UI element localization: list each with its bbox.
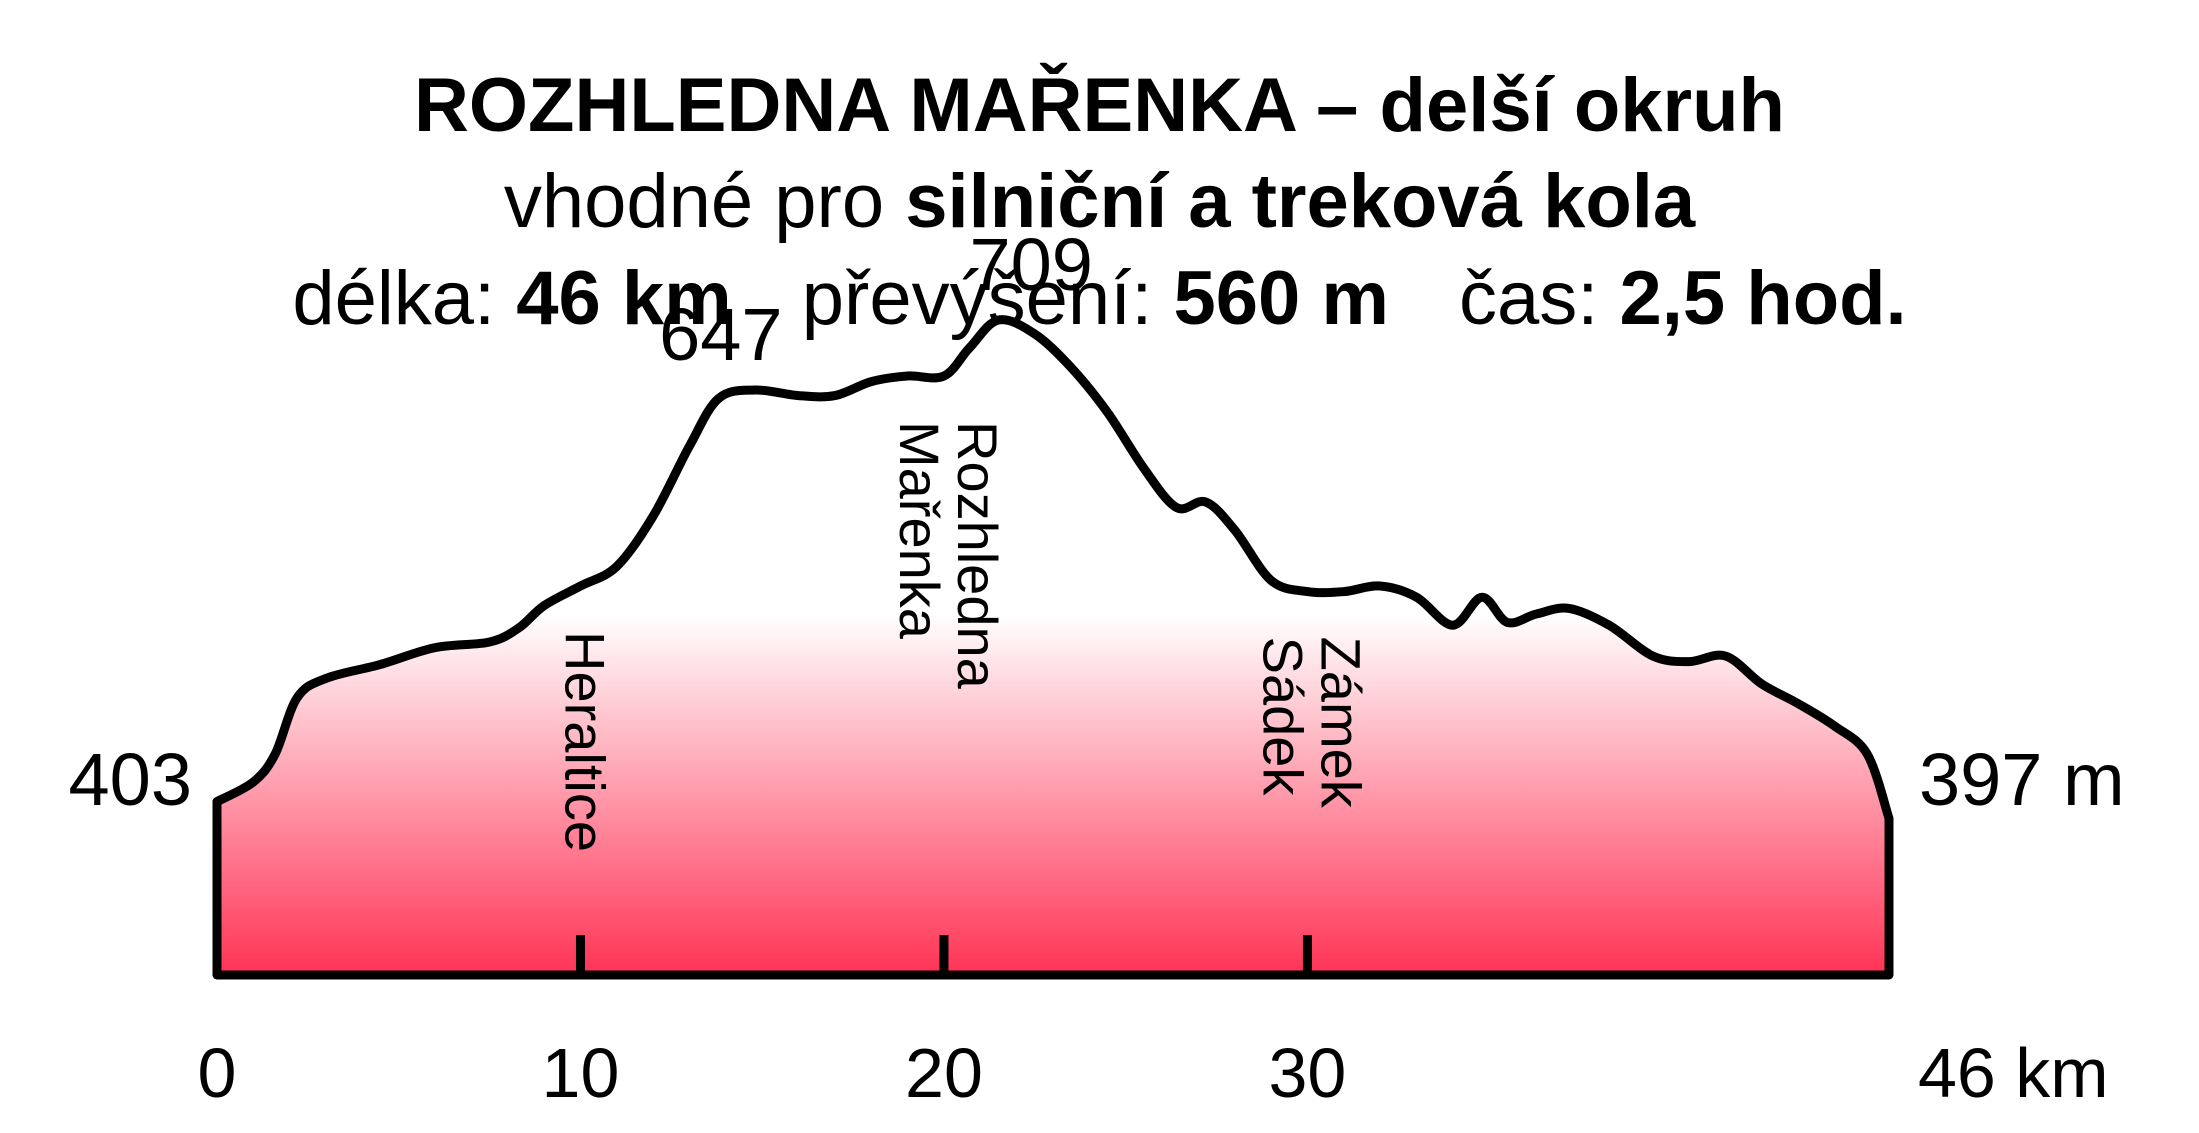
subtitle-prefix: vhodné pro: [503, 159, 906, 244]
x-tick-label: 20: [905, 1034, 983, 1112]
place-label: Mařenka: [888, 421, 951, 640]
place-label: Heraltice: [554, 631, 617, 852]
peak-elevation-label: 709: [969, 223, 1092, 306]
peak-elevation-label: 647: [659, 293, 782, 376]
place-label: Sádek: [1252, 637, 1315, 797]
length-label: délka:: [292, 256, 517, 341]
place-label: Rozhledna: [946, 421, 1009, 690]
elevation-gain-label: převýšení:: [801, 256, 1174, 341]
x-tick-label: 46 km: [1918, 1034, 2109, 1112]
place-label: Zámek: [1310, 637, 1373, 809]
x-tick-label: 0: [198, 1034, 237, 1112]
chart-title: ROZHLEDNA MAŘENKA – delší okruh: [414, 63, 1785, 148]
elevation-outline: [212, 315, 1894, 980]
time-value: 2,5 hod.: [1619, 256, 1907, 341]
start-elevation-label: 403: [69, 738, 192, 821]
route-stats: délka: 46 km převýšení: 560 m čas: 2,5 hod…: [0, 255, 2199, 342]
time-label: čas:: [1459, 256, 1620, 341]
end-elevation-label: 397 m: [1919, 738, 2125, 821]
x-tick-label: 30: [1268, 1034, 1346, 1112]
length-value: 46 km: [516, 256, 732, 341]
elevation-area: [217, 319, 1889, 975]
chart-subtitle: vhodné pro silniční a treková kola: [0, 158, 2199, 245]
subtitle-bikes: silniční a treková kola: [905, 159, 1696, 244]
elevation-gain-value: 560 m: [1173, 256, 1390, 341]
x-tick-label: 10: [542, 1034, 620, 1112]
